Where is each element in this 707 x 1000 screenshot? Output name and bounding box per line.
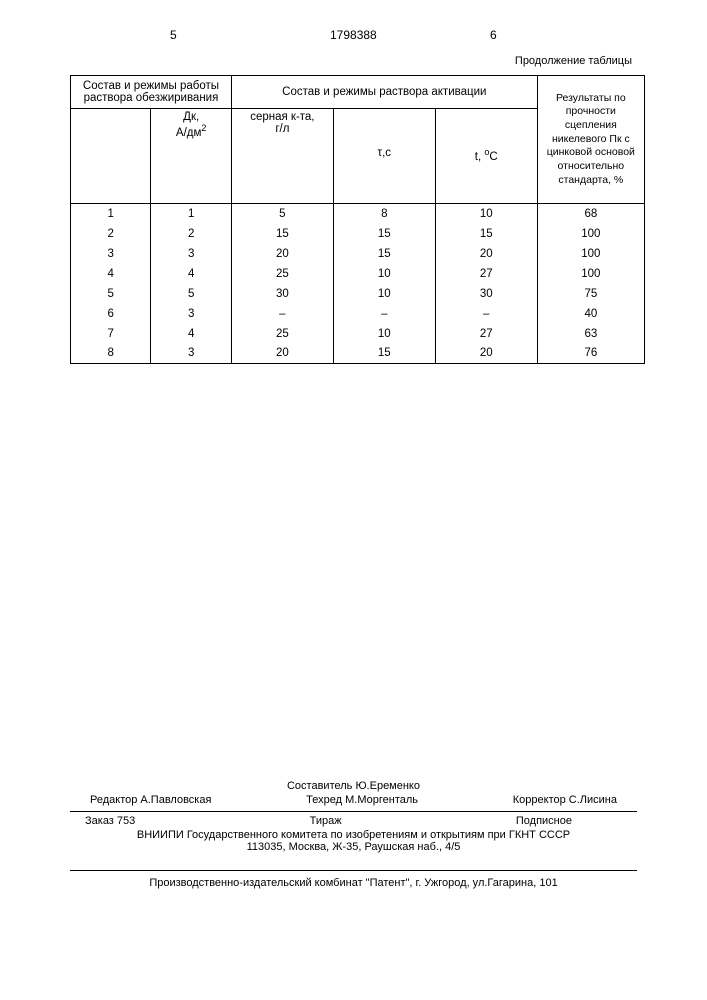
- table-cell: 4: [71, 264, 151, 284]
- table-cell: 2: [151, 224, 231, 244]
- table-cell: 100: [537, 224, 644, 244]
- sub-header-empty: [71, 109, 151, 204]
- sub-header-acid: серная к-та, г/л: [231, 109, 333, 204]
- page-number-left: 5: [170, 28, 177, 42]
- document-number: 1798388: [330, 28, 377, 42]
- header-group-2: Состав и режимы раствора активации: [231, 76, 537, 109]
- table-cell: 15: [231, 224, 333, 244]
- table-cell: 27: [435, 264, 537, 284]
- footer-subscription: Подписное: [516, 815, 572, 827]
- table-cell: –: [333, 304, 435, 324]
- table-cell: –: [231, 304, 333, 324]
- footer-editor: Редактор А.Павловская: [90, 794, 211, 806]
- table-cell: 8: [71, 344, 151, 364]
- footer-publisher: Производственно-издательский комбинат "П…: [70, 870, 637, 889]
- table-cell: 25: [231, 264, 333, 284]
- footer-corrector: Корректор С.Лисина: [513, 794, 617, 806]
- table-cell: 15: [333, 224, 435, 244]
- table-cell: 68: [537, 204, 644, 224]
- footer-composer: Составитель Ю.Еременко: [70, 780, 637, 792]
- sub-header-tau: τ,с: [333, 109, 435, 204]
- table-row: 5530103075: [71, 284, 645, 304]
- table-cell: 75: [537, 284, 644, 304]
- header-group-1: Состав и режимы работы раствора обезжири…: [71, 76, 232, 109]
- footer-tiraz: Тираж: [310, 815, 342, 827]
- table-cell: 25: [231, 324, 333, 344]
- table-cell: 10: [333, 284, 435, 304]
- table-row: 44251027100: [71, 264, 645, 284]
- table-cell: 7: [71, 324, 151, 344]
- data-table: Состав и режимы работы раствора обезжири…: [70, 75, 645, 364]
- table-cell: 30: [231, 284, 333, 304]
- table-cell: 10: [333, 324, 435, 344]
- table-cell: 27: [435, 324, 537, 344]
- footer-techred: Техред М.Моргенталь: [306, 794, 418, 806]
- table-cell: 10: [435, 204, 537, 224]
- table-cell: –: [435, 304, 537, 324]
- table-cell: 20: [435, 244, 537, 264]
- table-row: 8320152076: [71, 344, 645, 364]
- table-row: 11581068: [71, 204, 645, 224]
- header-group-3: Результаты по прочности сцепления никеле…: [537, 76, 644, 204]
- table-cell: 1: [71, 204, 151, 224]
- table-row: 63–––40: [71, 304, 645, 324]
- table-cell: 63: [537, 324, 644, 344]
- table-cell: 4: [151, 264, 231, 284]
- table-cell: 3: [151, 304, 231, 324]
- table-cell: 15: [333, 344, 435, 364]
- table-cell: 3: [71, 244, 151, 264]
- table-cell: 15: [333, 244, 435, 264]
- table-cell: 100: [537, 244, 644, 264]
- table-header-row-1: Состав и режимы работы раствора обезжири…: [71, 76, 645, 109]
- table-cell: 15: [435, 224, 537, 244]
- footer-address1: 113035, Москва, Ж-35, Раушская наб., 4/5: [70, 841, 637, 853]
- table-cell: 2: [71, 224, 151, 244]
- table-cell: 3: [151, 244, 231, 264]
- table-cell: 30: [435, 284, 537, 304]
- footer-order: Заказ 753: [85, 815, 135, 827]
- sub-header-dk: Дк, А/дм2: [151, 109, 231, 204]
- table-cell: 5: [151, 284, 231, 304]
- table-cell: 5: [71, 284, 151, 304]
- table-cell: 76: [537, 344, 644, 364]
- page-number-right: 6: [490, 28, 497, 42]
- footer-divider-1: [70, 811, 637, 812]
- footer-org: ВНИИПИ Государственного комитета по изоб…: [70, 829, 637, 841]
- table-row: 7425102763: [71, 324, 645, 344]
- footer-block: Составитель Ю.Еременко Редактор А.Павлов…: [70, 780, 637, 853]
- table-cell: 20: [231, 344, 333, 364]
- table-cell: 1: [151, 204, 231, 224]
- table-row: 33201520100: [71, 244, 645, 264]
- table-cell: 5: [231, 204, 333, 224]
- table-cell: 3: [151, 344, 231, 364]
- footer-credits-row: Редактор А.Павловская Техред М.Моргентал…: [70, 794, 637, 806]
- table-cell: 20: [231, 244, 333, 264]
- table-cell: 6: [71, 304, 151, 324]
- table-row: 22151515100: [71, 224, 645, 244]
- table-cell: 10: [333, 264, 435, 284]
- table-cell: 40: [537, 304, 644, 324]
- table-cell: 100: [537, 264, 644, 284]
- table-cell: 4: [151, 324, 231, 344]
- table-continuation-label: Продолжение таблицы: [515, 55, 632, 67]
- table-cell: 8: [333, 204, 435, 224]
- table-cell: 20: [435, 344, 537, 364]
- sub-header-temp: t, oС: [435, 109, 537, 204]
- footer-order-row: Заказ 753 Тираж Подписное: [70, 815, 637, 827]
